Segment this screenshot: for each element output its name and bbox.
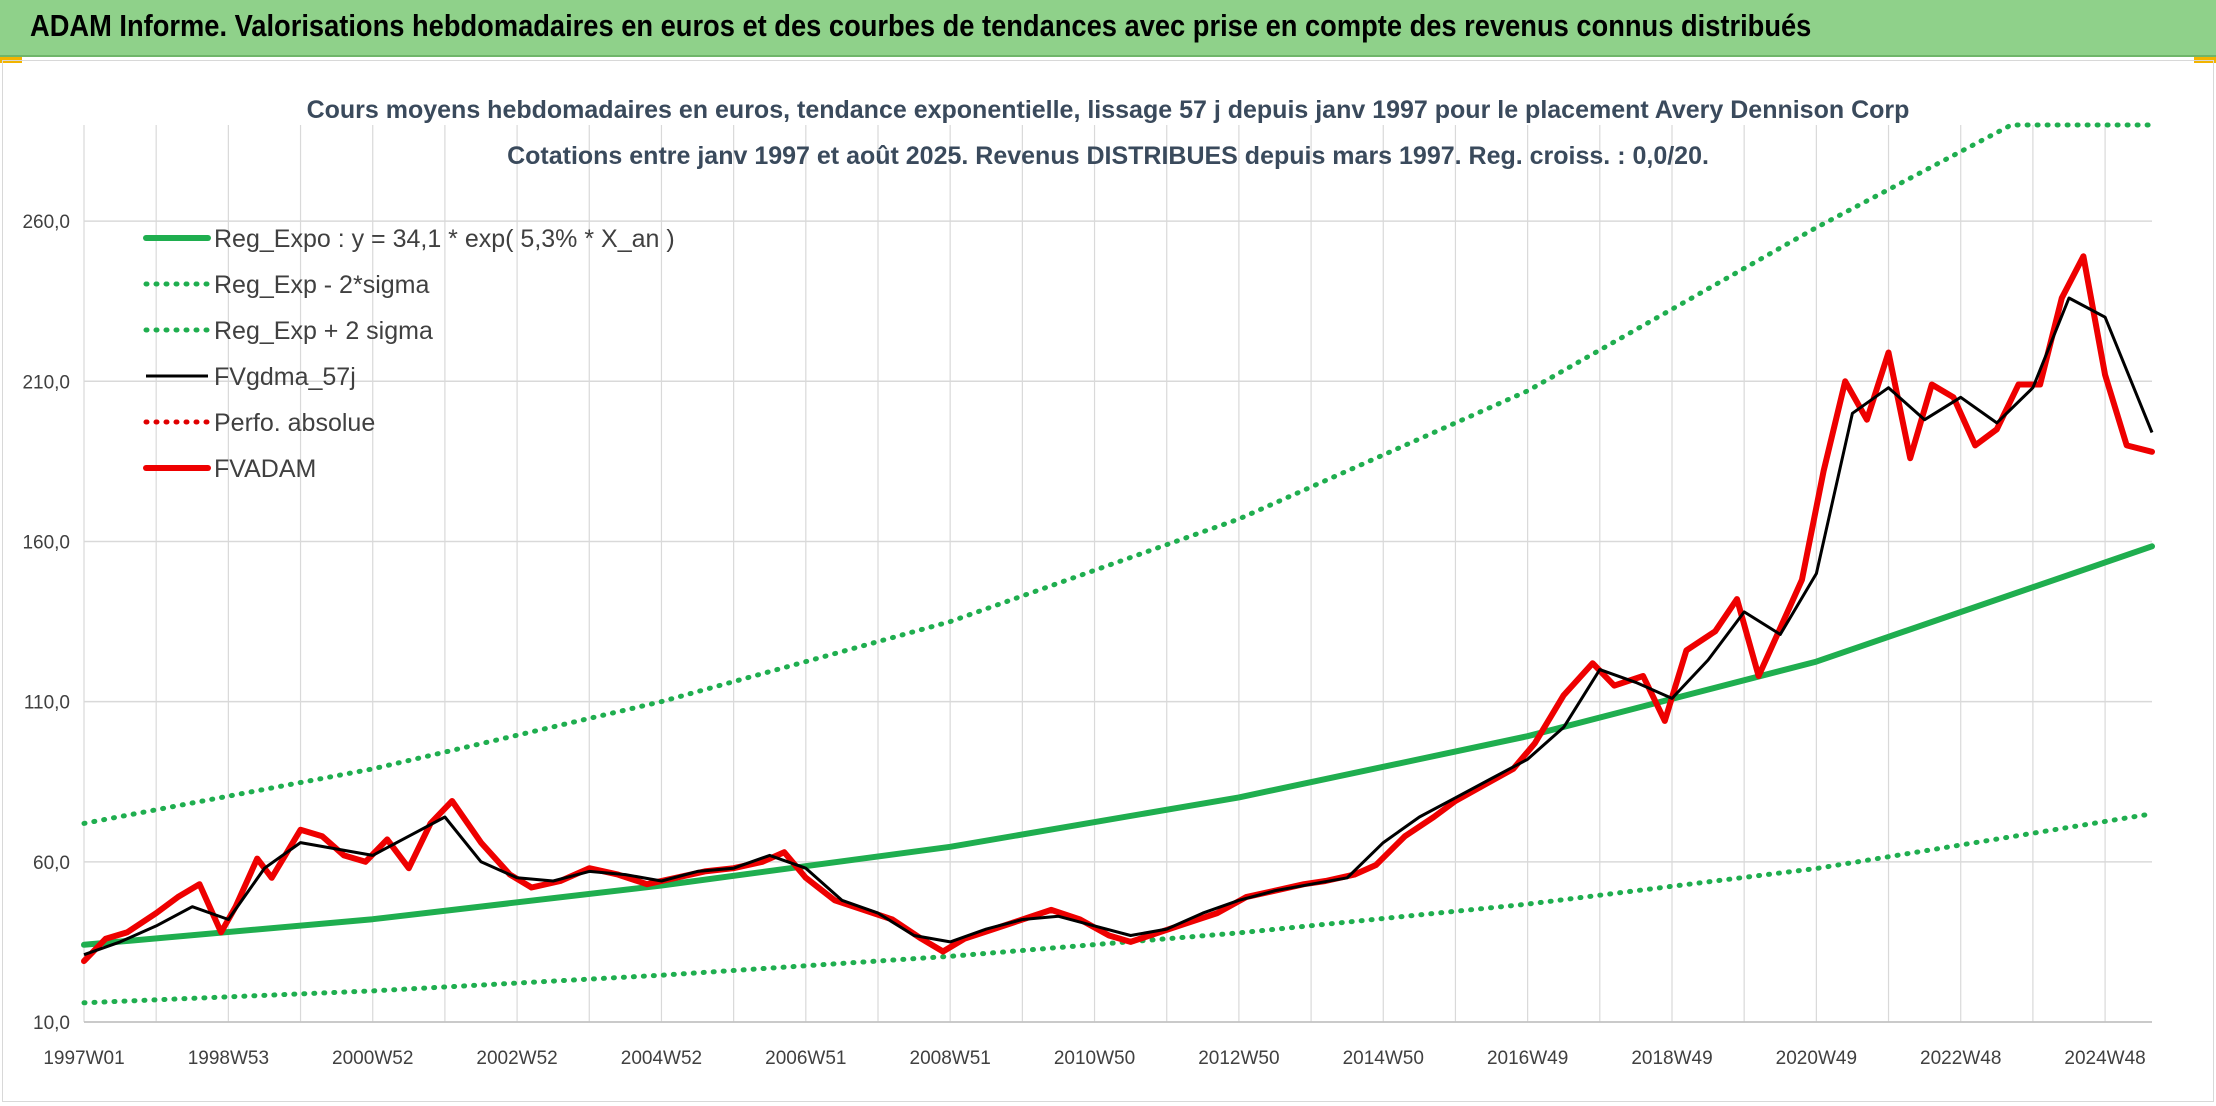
y-axis: 10,0 60,0 110,0 160,0 210,0 260,0: [22, 212, 70, 1034]
x-tick-label: 2022W48: [1920, 1048, 2001, 1069]
y-tick-label: 210,0: [22, 372, 70, 393]
legend-label: FVgdma_57j: [214, 363, 356, 391]
chart-frame: [2, 60, 2214, 1102]
x-tick-label: 2000W52: [332, 1048, 413, 1069]
report-title: ADAM Informe. Valorisations hebdomadaire…: [30, 8, 1812, 43]
x-tick-label: 2016W49: [1487, 1048, 1568, 1069]
x-tick-label: 2024W48: [2064, 1048, 2145, 1069]
x-tick-label: 2018W49: [1631, 1048, 1712, 1069]
series-line-fvadam: [81, 253, 2155, 965]
x-tick-label: 2008W51: [910, 1048, 991, 1069]
legend-label: Reg_Exp + 2 sigma: [214, 317, 433, 345]
x-tick-label: 2010W50: [1054, 1048, 1135, 1069]
grid-lines: [83, 125, 2152, 1023]
series-line-reg-expo-y-34-1-exp-: [81, 543, 2155, 948]
y-tick-label: 60,0: [33, 853, 70, 874]
x-tick-label: 1998W53: [188, 1048, 269, 1069]
x-axis: 1997W01 1998W53 2000W52 2002W52 2004W52 2006W…: [43, 1048, 2145, 1069]
x-tick-label: 2006W51: [765, 1048, 846, 1069]
series-line-reg-exp-2-sigma: [81, 122, 2155, 826]
y-tick-label: 10,0: [33, 1013, 70, 1034]
legend-label: Perfo. absolue: [214, 409, 375, 437]
x-tick-label: 2014W50: [1343, 1048, 1424, 1069]
x-tick-label: 2012W50: [1198, 1048, 1279, 1069]
chart-subtitle: Cotations entre janv 1997 et août 2025. …: [507, 142, 1709, 170]
series-line-fvgdma-57j: [83, 296, 2154, 957]
x-tick-label: 2020W49: [1776, 1048, 1857, 1069]
legend-label: Reg_Exp - 2*sigma: [214, 271, 429, 299]
y-tick-label: 260,0: [22, 212, 70, 233]
x-tick-label: 2002W52: [476, 1048, 557, 1069]
series-layer: [81, 122, 2155, 1006]
x-tick-label: 2004W52: [621, 1048, 702, 1069]
legend-label: FVADAM: [214, 455, 316, 483]
legend: Reg_Expo : y = 34,1 * exp( 5,3% * X_an )…: [143, 225, 675, 483]
series-line-reg-exp-2-sigma: [81, 811, 2155, 1006]
chart-title: Cours moyens hebdomadaires en euros, ten…: [307, 96, 1910, 124]
x-tick-label: 1997W01: [43, 1048, 124, 1069]
y-tick-label: 110,0: [24, 693, 70, 714]
report-banner: ADAM Informe. Valorisations hebdomadaire…: [0, 0, 2216, 57]
legend-label: Reg_Expo : y = 34,1 * exp( 5,3% * X_an ): [214, 225, 675, 253]
y-tick-label: 160,0: [22, 532, 70, 553]
